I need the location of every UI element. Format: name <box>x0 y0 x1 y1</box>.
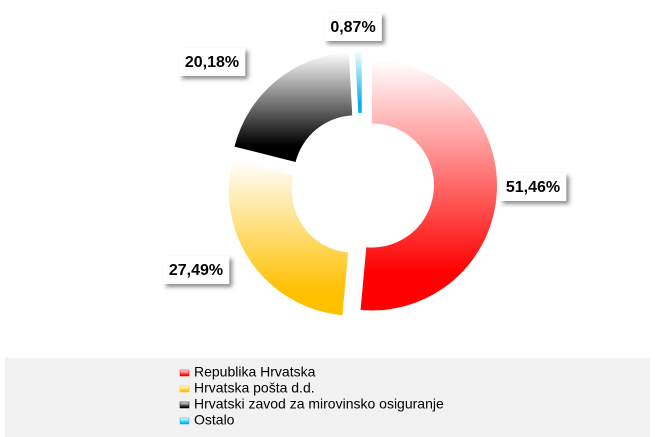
data-label: 0,87% <box>324 13 382 41</box>
slice <box>228 160 349 316</box>
legend-swatch <box>179 369 190 377</box>
legend-label: Ostalo <box>194 412 235 428</box>
legend-swatch <box>179 385 190 393</box>
label-text: 20,18% <box>185 54 239 71</box>
data-label: 27,49% <box>162 256 230 284</box>
label-text: 51,46% <box>506 179 560 196</box>
label-box <box>162 256 230 284</box>
label-text: 0,87% <box>330 19 375 36</box>
legend-swatch <box>179 401 190 409</box>
legend-label: Hrvatski zavod za mirovinsko osiguranje <box>194 396 444 412</box>
label-box <box>178 48 246 76</box>
legend-label: Republika Hrvatska <box>194 364 316 380</box>
label-text: 27,49% <box>169 262 223 279</box>
slice <box>354 50 362 114</box>
slice <box>360 60 497 311</box>
legend-swatch <box>179 417 190 425</box>
data-label: 20,18% <box>178 48 246 76</box>
legend-label: Hrvatska pošta d.d. <box>194 380 315 396</box>
legend-background <box>5 358 650 437</box>
slice <box>234 52 353 163</box>
data-label: 51,46% <box>499 173 567 201</box>
label-box <box>324 13 382 41</box>
label-box <box>499 173 567 201</box>
